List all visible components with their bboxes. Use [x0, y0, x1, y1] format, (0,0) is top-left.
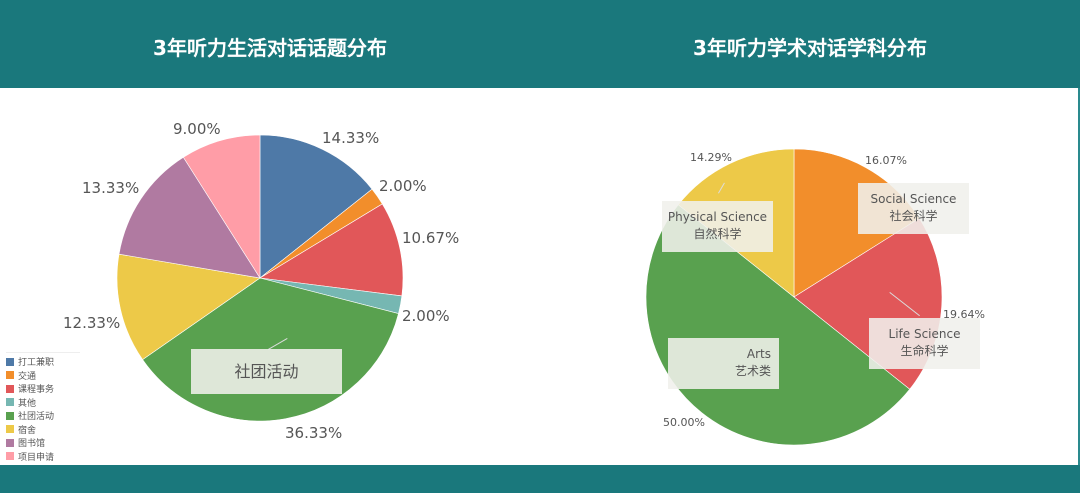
- legend-item[interactable]: 交通: [6, 369, 80, 383]
- pie-slice[interactable]: [259, 203, 404, 297]
- life-science-callout: Life Science 生命科学: [869, 318, 980, 369]
- left-pie-callout: 社团活动: [191, 349, 342, 394]
- slice-percent-label: 2.00%: [402, 307, 450, 325]
- callout-zh: 自然科学: [693, 227, 742, 241]
- physical-science-callout: Physical Science 自然科学: [662, 201, 773, 252]
- slice-percent-label: 9.00%: [173, 120, 221, 138]
- panel-border: [1078, 88, 1080, 465]
- right-pie-labels: 16.07% 19.64% 50.00% 14.29%: [663, 151, 985, 429]
- slice-percent-label: 2.00%: [379, 177, 427, 195]
- legend-label: 宿舍: [18, 425, 37, 436]
- legend-label: 打工兼职: [18, 358, 55, 369]
- legend-swatch: [6, 371, 14, 380]
- legend-label: 图书馆: [18, 439, 46, 450]
- social-science-callout: Social Science 社会科学: [858, 183, 969, 234]
- slice-percent-label: 14.29%: [690, 151, 732, 164]
- slice-percent-label: 36.33%: [285, 424, 342, 442]
- legend-swatch: [6, 438, 14, 447]
- callout-en: Social Science: [870, 192, 957, 206]
- legend-item[interactable]: 宿舍: [6, 423, 80, 437]
- callout-en: Life Science: [888, 327, 961, 341]
- legend-swatch: [6, 452, 14, 461]
- legend-swatch: [6, 357, 14, 366]
- legend-swatch: [6, 398, 14, 407]
- legend-item[interactable]: 打工兼职: [6, 355, 80, 369]
- pie-slice[interactable]: [118, 156, 261, 279]
- legend-swatch: [6, 384, 14, 393]
- slice-percent-label: 16.07%: [865, 154, 907, 167]
- pie-slice[interactable]: [116, 253, 261, 361]
- slice-percent-label: 19.64%: [943, 308, 985, 321]
- callout-label: 社团活动: [234, 362, 299, 381]
- legend-label: 课程事务: [18, 385, 55, 396]
- slice-percent-label: 12.33%: [63, 314, 120, 332]
- arts-callout: Arts 艺术类: [668, 338, 779, 389]
- right-chart-title: 3年听力学术对话学科分布: [693, 36, 927, 60]
- callout-zh: 生命科学: [900, 344, 949, 358]
- pie-slice[interactable]: [259, 134, 373, 279]
- legend-item[interactable]: 其他: [6, 396, 80, 410]
- slice-percent-label: 13.33%: [82, 179, 139, 197]
- left-pie-legend: 打工兼职 交通 课程事务 其他 社团活动 宿舍 图书馆 项目申请: [6, 352, 80, 463]
- callout-en: Physical Science: [667, 210, 768, 224]
- legend-label: 其他: [18, 398, 37, 409]
- slice-percent-label: 14.33%: [322, 129, 379, 147]
- left-pie-labels: 14.33% 2.00% 10.67% 2.00% 36.33% 12.33% 13.33%…: [63, 120, 459, 442]
- legend-item[interactable]: 图书馆: [6, 436, 80, 450]
- legend-label: 社团活动: [18, 412, 55, 423]
- legend-label: 交通: [18, 371, 37, 382]
- callout-zh: 艺术类: [734, 364, 771, 378]
- legend-item[interactable]: 社团活动: [6, 409, 80, 423]
- pie-slice[interactable]: [182, 134, 261, 280]
- legend-label: 项目申请: [18, 452, 55, 463]
- left-chart-title: 3年听力生活对话话题分布: [153, 36, 387, 60]
- legend-swatch: [6, 411, 14, 420]
- legend-item[interactable]: 课程事务: [6, 382, 80, 396]
- footer-bar: [0, 465, 1080, 493]
- callout-zh: 社会科学: [889, 209, 938, 223]
- legend-item[interactable]: 项目申请: [6, 450, 80, 464]
- header-bar: 3年听力生活对话话题分布 3年听力学术对话学科分布: [0, 0, 1080, 88]
- callout-en: Arts: [746, 347, 771, 361]
- legend-swatch: [6, 425, 14, 434]
- slice-percent-label: 10.67%: [402, 229, 459, 247]
- slice-percent-label: 50.00%: [663, 416, 705, 429]
